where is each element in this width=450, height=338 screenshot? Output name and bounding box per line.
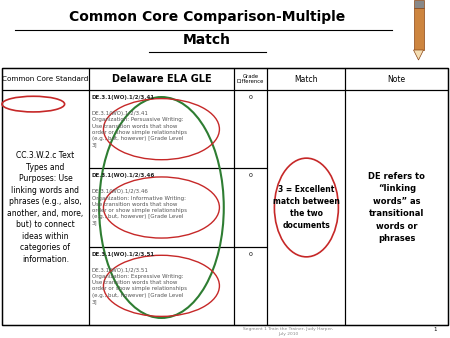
Text: DE.3.1(WO).1/2/3.51
Organization: Expressive Writing:
Use transition words that : DE.3.1(WO).1/2/3.51 Organization: Expres…	[92, 268, 187, 304]
Text: 0: 0	[249, 252, 252, 257]
Text: 3 = Excellent
match between
the two
documents: 3 = Excellent match between the two docu…	[273, 185, 340, 230]
Text: DE.3.1(WO).1/2/3.51: DE.3.1(WO).1/2/3.51	[92, 252, 155, 257]
Bar	[234, 90, 267, 168]
Bar	[2, 68, 89, 90]
Bar	[2, 90, 89, 325]
Text: Match: Match	[183, 33, 231, 47]
Text: 0: 0	[249, 173, 252, 178]
Bar	[267, 90, 346, 325]
Text: DE refers to
“linking
words” as
transitional
words or
phrases: DE refers to “linking words” as transiti…	[368, 172, 425, 243]
Text: Note: Note	[387, 74, 406, 83]
Bar	[234, 168, 267, 247]
Text: Common Core Comparison-Multiple: Common Core Comparison-Multiple	[69, 10, 345, 24]
Text: 1: 1	[433, 327, 436, 332]
Bar	[234, 68, 267, 90]
Text: CC.3.W.2.c Text
Types and
Purposes: Use
linking words and
phrases (e.g., also,
a: CC.3.W.2.c Text Types and Purposes: Use …	[7, 151, 84, 264]
Bar	[89, 90, 234, 168]
Polygon shape	[414, 8, 423, 50]
Text: Common Core Standard: Common Core Standard	[2, 76, 89, 82]
Bar	[346, 90, 448, 325]
Bar	[234, 247, 267, 325]
Bar	[2, 68, 448, 325]
Text: Grade
Difference: Grade Difference	[237, 74, 264, 84]
Text: DE.3.1(WO).1/2/3.41: DE.3.1(WO).1/2/3.41	[92, 95, 155, 100]
Bar	[346, 68, 448, 90]
Text: DE.3.1(WO).1/2/3.46
Organization: Informative Writing:
Use transition words that: DE.3.1(WO).1/2/3.46 Organization: Inform…	[92, 190, 187, 225]
Text: DE.3.1(WO).1/2/3.46: DE.3.1(WO).1/2/3.46	[92, 173, 155, 178]
Bar	[89, 168, 234, 247]
Text: 0: 0	[249, 95, 252, 100]
Text: Segment 1 Train the Trainer, Judy Harper,
July 2010: Segment 1 Train the Trainer, Judy Harper…	[243, 327, 333, 336]
Text: DE.3.1(WO).1/2/3.41
Organization: Persuasive Writing:
Use transition words that : DE.3.1(WO).1/2/3.41 Organization: Persua…	[92, 111, 187, 147]
Polygon shape	[414, 50, 423, 60]
Bar	[267, 68, 346, 90]
Text: Delaware ELA GLE: Delaware ELA GLE	[112, 74, 211, 84]
Bar	[414, 0, 423, 8]
Bar	[89, 68, 234, 90]
Text: Match: Match	[295, 74, 318, 83]
Bar	[89, 247, 234, 325]
